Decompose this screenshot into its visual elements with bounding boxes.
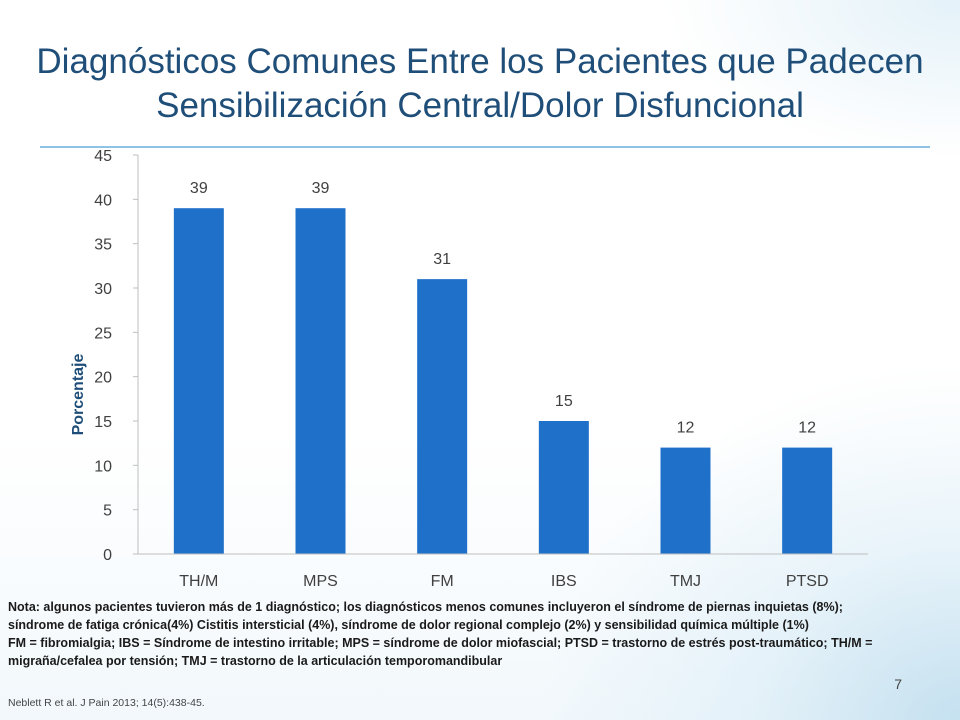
y-tick-label: 5 — [103, 503, 112, 520]
note-text: Nota: algunos pacientes tuvieron más de … — [8, 600, 843, 632]
y-tick-label: 35 — [94, 237, 112, 254]
bars — [173, 208, 833, 554]
x-axis-ticks: TH/M MPS FM IBS TMJ PTSD — [179, 573, 828, 590]
data-label: 39 — [312, 180, 330, 197]
x-tick-label: MPS — [303, 573, 338, 590]
page-number: 7 — [894, 676, 902, 692]
data-label: 12 — [798, 420, 816, 437]
y-tick-label: 45 — [94, 148, 112, 165]
data-label: 31 — [433, 251, 451, 268]
bar-tmj — [660, 447, 711, 554]
y-axis-ticks: 0 5 10 15 20 25 30 35 40 45 — [94, 148, 138, 564]
abbreviations-text: FM = fibromialgia; IBS = Síndrome de int… — [8, 636, 873, 668]
data-label: 12 — [677, 420, 695, 437]
x-tick-label: IBS — [551, 573, 577, 590]
bar-chart: 0 5 10 15 20 25 30 35 40 45 39 39 31 15 12 12 TH/M MPS F… — [70, 148, 868, 590]
y-tick-label: 15 — [94, 414, 112, 431]
bar-ibs — [538, 421, 589, 554]
bar-th-m — [173, 208, 224, 554]
data-labels: 39 39 31 15 12 12 — [190, 180, 816, 436]
bar-ptsd — [782, 447, 833, 554]
data-label: 15 — [555, 393, 573, 410]
footnotes: Nota: algunos pacientes tuvieron más de … — [8, 598, 888, 670]
y-tick-label: 40 — [94, 192, 112, 209]
y-axis-title: Porcentaje — [70, 353, 87, 435]
x-tick-label: TMJ — [670, 573, 701, 590]
y-tick-label: 20 — [94, 370, 112, 387]
x-tick-label: PTSD — [786, 573, 829, 590]
y-tick-label: 10 — [94, 458, 112, 475]
data-label: 39 — [190, 180, 208, 197]
bar-fm — [417, 279, 468, 554]
y-tick-label: 0 — [103, 547, 112, 564]
y-tick-label: 30 — [94, 281, 112, 298]
bar-mps — [295, 208, 346, 554]
citation: Neblett R et al. J Pain 2013; 14(5):438-… — [8, 697, 205, 709]
x-tick-label: FM — [431, 573, 454, 590]
y-tick-label: 25 — [94, 325, 112, 342]
x-tick-label: TH/M — [179, 573, 218, 590]
slide-title: Diagnósticos Comunes Entre los Pacientes… — [36, 42, 924, 125]
title-divider — [40, 146, 930, 148]
